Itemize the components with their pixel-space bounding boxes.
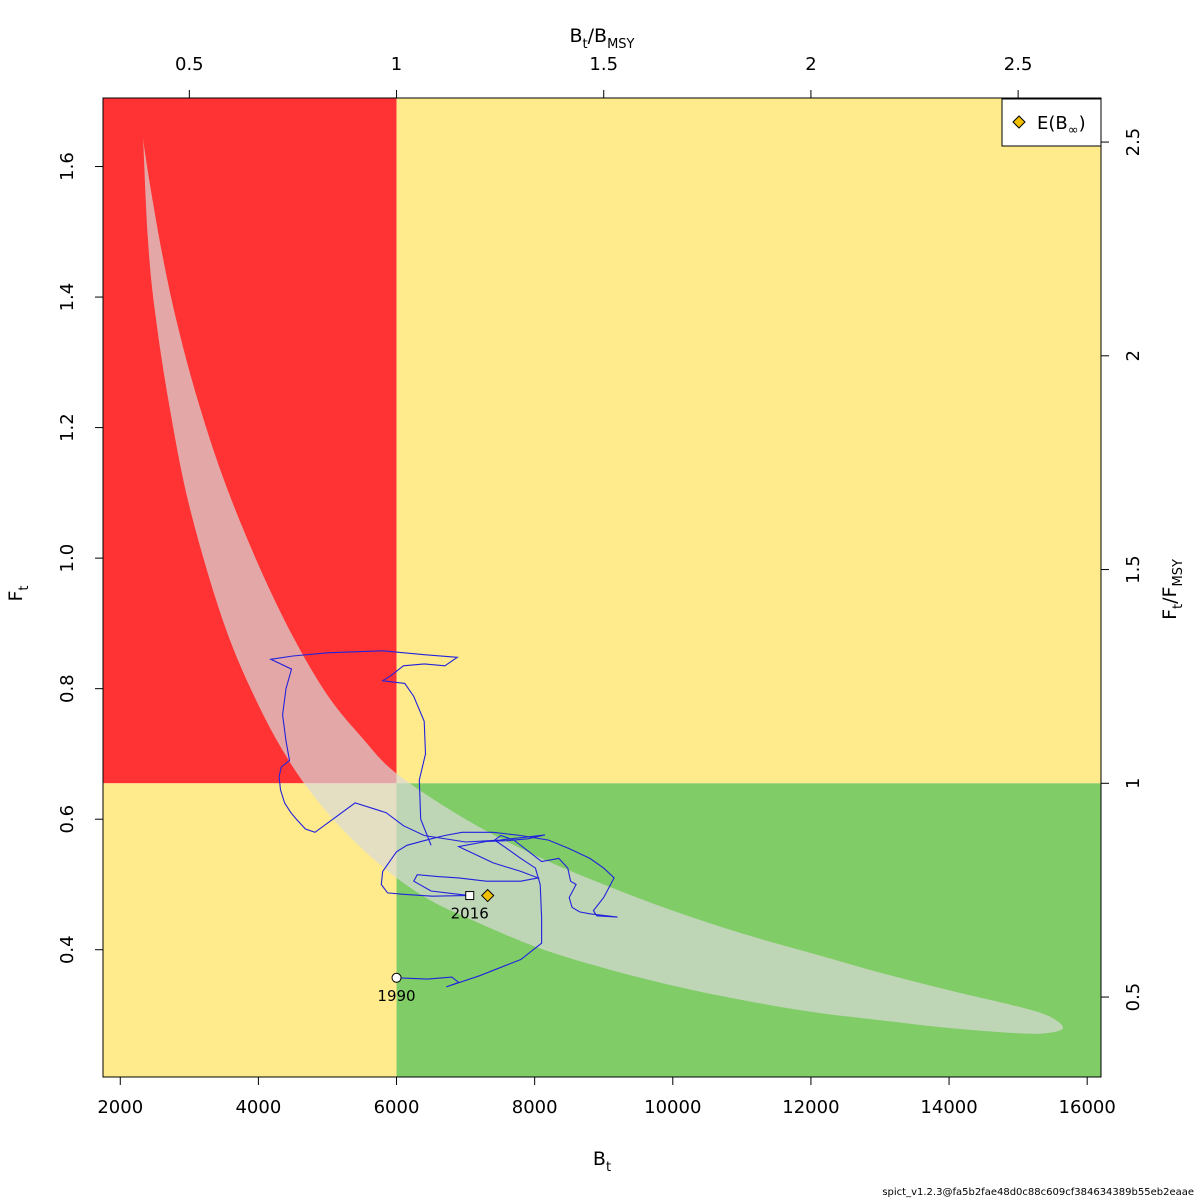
right-tick-label: 1	[1123, 778, 1144, 789]
y-tick-label: 1.6	[57, 152, 78, 181]
zone-yellow-top	[396, 98, 1101, 784]
x-tick-label: 12000	[782, 1097, 839, 1118]
marker-end-square	[465, 891, 475, 901]
x-tick-label: 2000	[97, 1097, 143, 1118]
top-tick-label: 2	[805, 54, 816, 75]
marker-E-B-inf-diamond	[480, 888, 495, 903]
x-axis-title: Bt	[593, 1148, 611, 1175]
right-tick-label: 1.5	[1123, 555, 1144, 584]
y-tick-label: 1.0	[57, 544, 78, 573]
y-tick-label: 1.2	[57, 413, 78, 442]
top-tick-label: 0.5	[175, 54, 204, 75]
marker-end-year-label: 2016	[451, 905, 489, 923]
legend: E(B∞)	[1001, 98, 1102, 147]
footer-version-stamp: spict_v1.2.3@fa5b2fae48d0c88c609cf384634…	[882, 1187, 1194, 1198]
trajectory-line-a	[380, 831, 618, 988]
y-tick-label: 0.4	[57, 935, 78, 964]
legend-box	[1001, 98, 1102, 147]
x-tick-label: 6000	[374, 1097, 420, 1118]
x-tick-label: 14000	[920, 1097, 977, 1118]
axes-layer: 2000 4000 6000 8000 10000 12000 14000 16000 0.4 0…	[57, 54, 1144, 1118]
trajectory-line-b	[268, 650, 546, 897]
x-tick-label: 10000	[644, 1097, 701, 1118]
legend-diamond-marker	[1012, 115, 1026, 129]
right-tick-label: 0.5	[1123, 983, 1144, 1012]
top-tick-label: 1	[391, 54, 402, 75]
right-tick-label: 2.5	[1123, 128, 1144, 157]
marker-start-circle	[391, 972, 402, 983]
x-tick-label: 16000	[1059, 1097, 1116, 1118]
y-axis-title: Ft	[5, 585, 32, 601]
top-axis-title: Bt/BMSY	[569, 25, 634, 52]
confidence-region	[143, 137, 1064, 1034]
x-tick-label: 4000	[235, 1097, 281, 1118]
marker-start-year-label: 1990	[377, 987, 415, 1005]
trajectory-layer	[268, 650, 618, 988]
y-tick-label: 0.6	[57, 805, 78, 834]
y-tick-label: 1.4	[57, 283, 78, 312]
x-tick-label: 8000	[512, 1097, 558, 1118]
top-tick-label: 1.5	[589, 54, 618, 75]
y-tick-label: 0.8	[57, 674, 78, 703]
right-tick-label: 2	[1123, 350, 1144, 361]
marker-layer: 1990 2016	[377, 888, 495, 1005]
right-axis-title: Ft/FMSY	[1159, 559, 1186, 620]
confidence-region-layer	[143, 137, 1064, 1034]
zone-layer	[103, 98, 1101, 1077]
legend-entry-label: E(B∞)	[1037, 113, 1086, 138]
top-tick-label: 2.5	[1004, 54, 1033, 75]
